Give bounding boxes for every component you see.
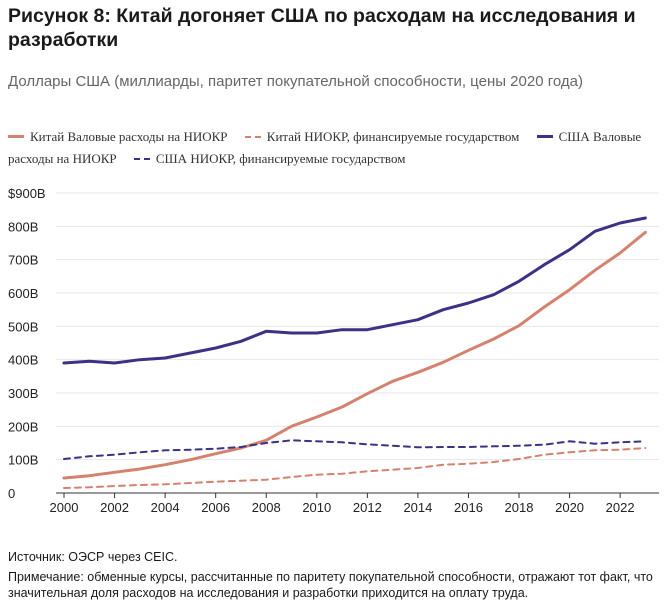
y-tick-label-7: 700B [8,253,38,268]
legend-item-usa-gross: США Валовые расходы на НИОКР [8,129,641,166]
source-note: Источник: ОЭСР через CEIC. [8,550,178,564]
series-line-usa-gov [63,439,647,460]
chart-legend: Китай Валовые расходы на НИОКР Китай НИО… [8,126,663,170]
y-tick-label-4: 400B [8,353,38,368]
x-tick-label-1: 2002 [100,500,129,515]
x-tick-label-11: 2022 [606,500,635,515]
x-tick-label-10: 2020 [555,500,584,515]
y-tick-label-8: 800B [8,219,38,234]
legend-label-china-gross: Китай Валовые расходы на НИОКР [30,129,228,144]
x-tick-label-9: 2018 [505,500,534,515]
tick-layer: 0 100B 200B 300B 400B 500B 600B 700B 800B $900B 20… [8,186,635,515]
x-tick-label-0: 2000 [50,500,79,515]
legend-item-usa-gov: США НИОКР, финансируемые государством [133,151,406,166]
y-tick-label-5: 500B [8,319,38,334]
y-tick-label-9: $900B [8,186,46,201]
series-line-china-gross [62,230,647,480]
x-tick-label-6: 2012 [353,500,382,515]
y-tick-label-3: 300B [8,386,38,401]
legend-label-usa-gov: США НИОКР, финансируемые государством [155,151,406,166]
legend-item-china-gov: Китай НИОКР, финансируемые государством [244,129,520,144]
x-tick-label-7: 2014 [403,500,432,515]
legend-label-china-gov: Китай НИОКР, финансируемые государством [266,129,520,144]
y-tick-label-0: 0 [8,486,15,501]
y-tick-label-1: 100B [8,453,38,468]
footnote: Примечание: обменные курсы, рассчитанные… [8,570,653,600]
x-tick-label-8: 2016 [454,500,483,515]
legend-swatch-china-gross [8,135,24,139]
x-tick-label-2: 2004 [151,500,180,515]
legend-label-usa-gross: США Валовые расходы на НИОКР [8,129,642,166]
chart-subtitle: Доллары США (миллиарды, паритет покупате… [8,73,583,90]
series-layer [62,216,647,489]
legend-swatch-china-gov [244,135,261,138]
x-tick-label-4: 2008 [252,500,281,515]
legend-swatch-usa-gross [536,135,553,139]
x-tick-label-3: 2006 [201,500,230,515]
y-tick-label-2: 200B [8,419,38,434]
chart-title: Рисунок 8: Китай догоняет США по расхода… [8,5,636,51]
x-tick-label-5: 2010 [302,500,331,515]
grid-layer [56,192,659,498]
series-line-china-gov [63,447,647,489]
series-line-usa-gross [62,216,647,365]
legend-item-china-gross: Китай Валовые расходы на НИОКР [8,129,228,144]
y-tick-label-6: 600B [8,286,38,301]
legend-swatch-usa-gov [133,157,150,160]
